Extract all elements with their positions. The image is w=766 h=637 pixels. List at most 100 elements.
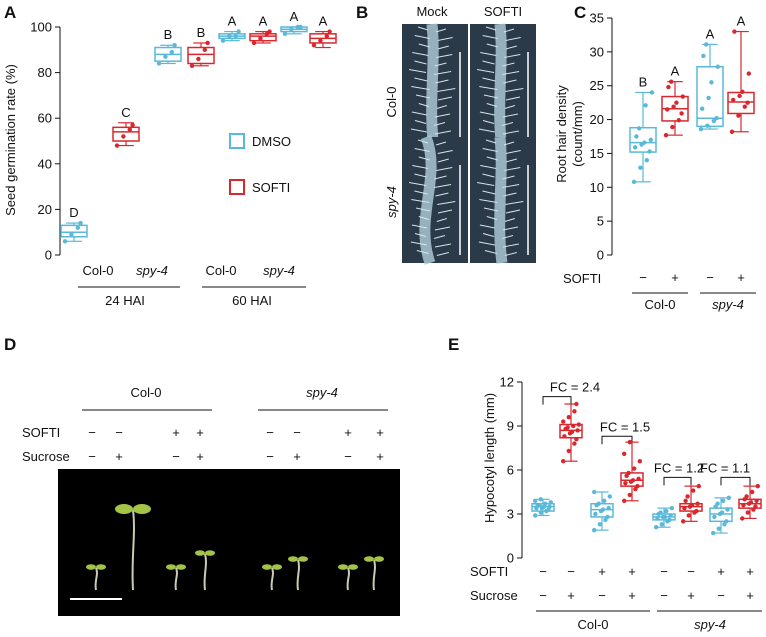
data-point bbox=[205, 40, 210, 46]
data-point bbox=[236, 29, 241, 34]
root-hair bbox=[501, 184, 520, 188]
root-hair bbox=[436, 218, 447, 222]
root bbox=[494, 136, 508, 264]
softi-mark: + bbox=[376, 425, 384, 440]
sucrose-mark: + bbox=[196, 449, 204, 464]
root-hair bbox=[415, 94, 431, 99]
d-genotype-label: spy-4 bbox=[306, 385, 338, 400]
d-genotype-label: Col-0 bbox=[130, 385, 161, 400]
root-hair bbox=[414, 233, 427, 237]
significance-letter: A bbox=[706, 26, 715, 41]
data-point bbox=[729, 129, 735, 134]
root-hair bbox=[505, 158, 517, 163]
data-point bbox=[745, 100, 750, 105]
data-point bbox=[682, 505, 687, 511]
data-point bbox=[635, 483, 640, 489]
fold-change-bracket bbox=[720, 476, 751, 486]
root-hair bbox=[478, 128, 496, 133]
root-hair bbox=[436, 252, 449, 256]
root-hair bbox=[434, 113, 451, 118]
fold-change-label: FC = 1.5 bbox=[600, 419, 650, 434]
panel-b-root-hair-images: B Mock SOFTI Col-0 spy-4 bbox=[356, 3, 536, 265]
data-point bbox=[327, 29, 332, 34]
data-point bbox=[318, 38, 323, 43]
significance-letter: A bbox=[259, 14, 268, 29]
panel-c-letter: C bbox=[574, 3, 586, 22]
root-hair bbox=[503, 141, 515, 146]
significance-letter: A bbox=[319, 14, 328, 29]
root-hair bbox=[434, 226, 451, 231]
c-row-label-softi: SOFTI bbox=[563, 271, 601, 286]
data-point bbox=[676, 118, 681, 123]
data-point bbox=[679, 111, 684, 116]
b-row-label-col0: Col-0 bbox=[384, 86, 399, 117]
root-hair bbox=[435, 28, 447, 33]
root-hair bbox=[437, 88, 456, 92]
data-point bbox=[694, 508, 699, 514]
softi-mark: + bbox=[172, 425, 180, 440]
data-point bbox=[701, 53, 706, 59]
root-hair bbox=[486, 216, 497, 220]
sucrose-mark: − bbox=[598, 588, 606, 603]
data-point bbox=[298, 24, 303, 30]
data-point bbox=[695, 501, 700, 506]
a-time-label: 24 HAI bbox=[105, 293, 145, 308]
box bbox=[187, 46, 215, 65]
significance-letter: C bbox=[121, 105, 130, 120]
data-point bbox=[742, 104, 747, 109]
data-point bbox=[724, 519, 729, 524]
seedling-photo-background bbox=[58, 469, 400, 616]
root-hair bbox=[502, 226, 519, 231]
softi-mark: − bbox=[660, 564, 668, 579]
data-point bbox=[753, 504, 758, 509]
root-hair bbox=[414, 77, 428, 82]
data-point bbox=[220, 38, 226, 43]
data-point bbox=[666, 84, 671, 90]
data-point bbox=[622, 498, 627, 503]
root-hair bbox=[503, 79, 517, 84]
root-hair bbox=[414, 173, 427, 178]
fold-change-bracket bbox=[601, 435, 633, 445]
data-point bbox=[649, 90, 655, 95]
y-tick-label: 25 bbox=[590, 78, 604, 93]
data-point bbox=[711, 530, 716, 536]
data-point bbox=[311, 43, 317, 48]
data-point bbox=[725, 507, 730, 512]
root-hair bbox=[505, 88, 524, 92]
sucrose-mark: + bbox=[687, 588, 695, 603]
data-point bbox=[665, 107, 670, 112]
sucrose-mark: − bbox=[660, 588, 668, 603]
data-point bbox=[605, 514, 610, 520]
root-hair bbox=[412, 165, 429, 169]
seedling-hypocotyl bbox=[131, 509, 135, 591]
data-point bbox=[600, 507, 606, 512]
data-point bbox=[626, 470, 631, 476]
seedling-cotyledon bbox=[272, 564, 282, 570]
root-hair bbox=[479, 86, 498, 90]
fold-change-label: FC = 1.2 bbox=[654, 460, 704, 475]
data-point bbox=[627, 492, 632, 498]
data-point bbox=[647, 149, 652, 154]
y-tick-label: 80 bbox=[38, 65, 52, 80]
sucrose-mark: + bbox=[628, 588, 636, 603]
softi-mark: + bbox=[628, 564, 636, 579]
root-hair bbox=[408, 69, 427, 73]
root-hair bbox=[411, 224, 428, 229]
root-hair bbox=[433, 71, 452, 75]
data-point bbox=[634, 134, 639, 139]
seedling-cotyledon bbox=[262, 564, 272, 570]
data-point bbox=[750, 489, 755, 495]
data-point bbox=[566, 415, 571, 420]
root-hair bbox=[502, 243, 520, 248]
root-hair bbox=[437, 209, 453, 214]
root-hair bbox=[408, 182, 427, 186]
y-tick-label: 20 bbox=[38, 202, 52, 217]
data-point bbox=[630, 478, 636, 483]
panel-c-root-hair-density-chart: C Root hair density (count/mm) 0 5 10 15 20 2… bbox=[554, 3, 756, 312]
softi-mark: − bbox=[88, 425, 96, 440]
panel-d-letter: D bbox=[4, 335, 16, 354]
root-hair bbox=[416, 250, 429, 254]
root-hair bbox=[433, 235, 446, 239]
data-point bbox=[637, 126, 642, 131]
y-tick-label: 10 bbox=[590, 180, 604, 195]
